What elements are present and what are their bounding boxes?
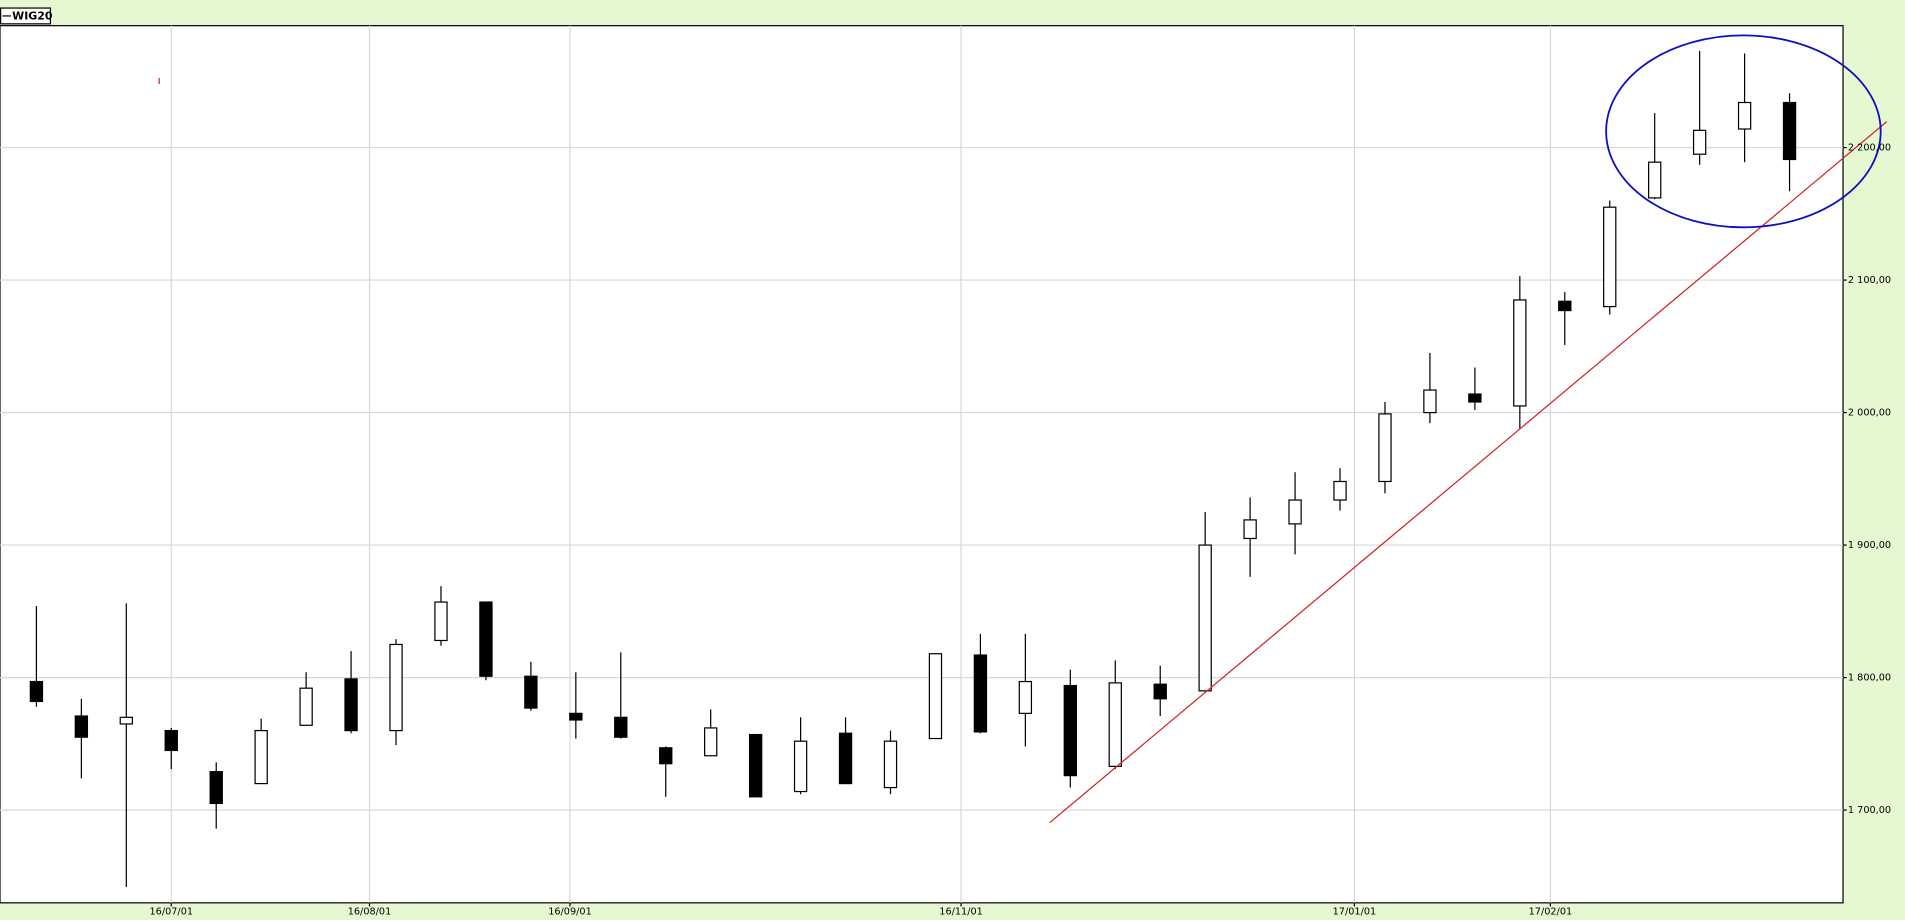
candle-body [1603, 206, 1617, 308]
candle-body [119, 716, 133, 725]
candle-body [254, 729, 268, 785]
candle-body [434, 601, 448, 642]
candle-body [1333, 480, 1347, 501]
candle-body [1648, 161, 1662, 199]
candle-body [883, 740, 898, 789]
candle-body [1737, 101, 1752, 130]
trend-line [1049, 121, 1888, 824]
candle-body [479, 601, 493, 677]
legend-label: WIG20 [12, 10, 53, 23]
candle-body [209, 771, 223, 805]
candle-body [344, 678, 358, 732]
candle-body [1558, 300, 1572, 312]
candle-body [1423, 389, 1437, 414]
x-tick-label: 17/01/01 [1333, 906, 1377, 917]
candle-body [1468, 393, 1482, 403]
candle-body [1018, 680, 1033, 714]
x-tick-label: 16/08/01 [348, 906, 392, 917]
candle-body [614, 716, 628, 738]
candle-body [1288, 499, 1302, 525]
candle-body [838, 732, 853, 785]
x-tick-label: 16/07/01 [149, 906, 193, 917]
candle-body [1692, 129, 1707, 155]
y-tick-label: 1 900,00 [1848, 540, 1891, 551]
highlight-ellipse [1605, 34, 1882, 229]
candle-body [1153, 683, 1167, 700]
x-tick-label: 16/09/01 [548, 906, 592, 917]
candle-body [748, 733, 763, 798]
candle-body [1198, 544, 1212, 692]
y-tick-label: 1 800,00 [1848, 673, 1891, 684]
candle-body [389, 643, 403, 732]
plot-area [0, 25, 1844, 904]
candle-body [1378, 413, 1392, 483]
y-tick-label: 2 100,00 [1848, 275, 1891, 286]
candle-body [793, 740, 808, 793]
x-tick-label: 16/11/01 [939, 906, 983, 917]
candle-body [74, 715, 89, 738]
candle-body [1063, 684, 1077, 777]
candle-body [29, 680, 44, 703]
candle-body [569, 712, 583, 721]
candle-body [928, 653, 943, 740]
grid [0, 25, 1844, 903]
candle-body [704, 727, 718, 757]
candle-body [164, 729, 178, 752]
x-tick-label: 17/02/01 [1529, 906, 1573, 917]
candle-body [299, 687, 313, 726]
candle-body [524, 675, 538, 709]
candle-body [1513, 299, 1527, 407]
candle-body [1108, 682, 1122, 767]
candle-body [973, 654, 988, 733]
candle-body [1243, 519, 1257, 540]
y-tick-label: 2 000,00 [1848, 408, 1891, 419]
y-tick-label: 1 700,00 [1848, 805, 1891, 816]
candle-body [1782, 101, 1797, 161]
candle-body [659, 747, 673, 765]
legend [0, 7, 52, 25]
marks [29, 50, 1797, 887]
y-tick-label: 2 200,00 [1848, 143, 1891, 154]
